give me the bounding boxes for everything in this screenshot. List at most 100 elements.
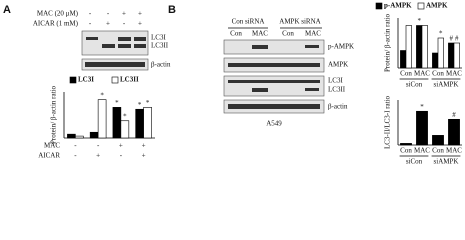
- bar: [448, 42, 455, 69]
- x-tick-label: MAC: [414, 70, 430, 78]
- x-tick-label: MAC: [446, 147, 462, 155]
- blot-label: β-actin: [151, 61, 171, 69]
- band: [134, 37, 146, 41]
- significance-marker: #: [455, 35, 459, 43]
- bar: [97, 99, 107, 139]
- bar: [143, 107, 152, 139]
- significance-marker: *: [115, 99, 119, 107]
- bar: [112, 107, 122, 139]
- bar: [437, 37, 444, 69]
- significance-marker: *: [138, 101, 142, 109]
- bar: [67, 133, 76, 139]
- x-tick-label: MAC: [446, 70, 462, 78]
- figure: A MAC (20 μM) AICAR (1 mM) LC3I LC3II β-…: [3, 2, 462, 166]
- treatment-sign: -: [89, 10, 92, 18]
- condition-sign: +: [142, 152, 146, 160]
- significance-marker: *: [420, 103, 424, 111]
- legend-swatch: [69, 76, 77, 84]
- band: [252, 45, 268, 49]
- bar: [400, 143, 412, 146]
- blot-label: LC3II: [151, 42, 169, 50]
- blot-label: β-actin: [328, 103, 348, 111]
- legend-swatch: [417, 2, 425, 10]
- y-axis-label: LC3-II/LC3-I ratio: [384, 95, 392, 149]
- treatment-sign: -: [123, 20, 126, 28]
- treatment-sign: -: [107, 10, 110, 18]
- lane-label: MAC: [252, 30, 268, 38]
- band: [305, 88, 319, 91]
- group-label: siCon: [406, 158, 423, 166]
- blot-label: AMPK: [328, 61, 348, 69]
- condition-sign: +: [119, 142, 123, 150]
- significance-marker: *: [417, 17, 421, 25]
- bar: [75, 135, 84, 139]
- blot: [81, 30, 149, 56]
- significance-marker: #: [449, 35, 453, 43]
- band: [102, 44, 115, 48]
- band: [118, 44, 131, 48]
- x-tick-label: Con: [400, 70, 412, 78]
- legend-label: LC3I: [78, 76, 94, 84]
- y-axis-label: Protein/ β-actin ratio: [384, 14, 392, 72]
- x-tick-label: Con: [432, 147, 444, 155]
- condition-sign: +: [142, 142, 146, 150]
- condition-name: AICAR: [38, 152, 60, 160]
- significance-marker: *: [146, 99, 150, 107]
- legend-label: AMPK: [426, 2, 448, 10]
- group-header: AMPK siRNA: [279, 18, 320, 26]
- blot-label: LC3II: [328, 86, 346, 94]
- condition-name: MAC: [44, 142, 60, 150]
- bar: [453, 42, 460, 69]
- bar: [120, 120, 130, 139]
- treatment-sign: +: [106, 20, 110, 28]
- bar: [89, 131, 99, 139]
- lane-label: Con: [282, 30, 294, 38]
- significance-marker: *: [100, 91, 104, 99]
- condition-sign: -: [74, 152, 77, 160]
- treatment-sign: +: [138, 10, 142, 18]
- bar: [416, 25, 423, 69]
- band: [228, 63, 320, 67]
- treatment-name: MAC (20 μM): [37, 10, 79, 18]
- legend-swatch: [375, 2, 383, 10]
- legend-swatch: [111, 76, 119, 84]
- bar: [432, 135, 444, 146]
- blot: [223, 75, 325, 97]
- group-label: siAMPK: [434, 158, 459, 166]
- significance-marker: #: [452, 111, 456, 119]
- blot-label: p-AMPK: [328, 43, 354, 51]
- x-tick-label: MAC: [414, 147, 430, 155]
- bar: [400, 50, 407, 69]
- bar: [432, 52, 439, 69]
- significance-marker: *: [123, 112, 127, 120]
- band: [86, 37, 98, 40]
- treatment-name: AICAR (1 mM): [33, 20, 79, 28]
- treatment-sign: +: [122, 10, 126, 18]
- lane-label: Con: [230, 30, 242, 38]
- condition-sign: -: [97, 142, 100, 150]
- band: [228, 80, 320, 83]
- panel-label: B: [168, 4, 176, 16]
- legend-label: LC3II: [120, 76, 139, 84]
- band: [134, 44, 146, 48]
- blot-label: LC3I: [328, 77, 343, 85]
- band: [118, 37, 131, 41]
- condition-sign: -: [120, 152, 123, 160]
- band: [85, 62, 145, 67]
- x-tick-label: Con: [400, 147, 412, 155]
- legend-label: p-AMPK: [384, 2, 412, 10]
- group-header: Con siRNA: [232, 18, 265, 26]
- bar: [405, 25, 412, 69]
- condition-sign: -: [74, 142, 77, 150]
- x-tick-label: Con: [432, 70, 444, 78]
- cell-line: A549: [266, 120, 282, 128]
- bar: [416, 110, 428, 146]
- group-label: siAMPK: [434, 81, 459, 89]
- band: [228, 104, 320, 109]
- condition-sign: +: [96, 152, 100, 160]
- panel-label: A: [3, 4, 11, 16]
- treatment-sign: -: [89, 20, 92, 28]
- page: {"figure": { "panel_a": {"label": "A", "…: [3, 1, 463, 166]
- bar: [135, 108, 144, 139]
- treatment-sign: +: [138, 20, 142, 28]
